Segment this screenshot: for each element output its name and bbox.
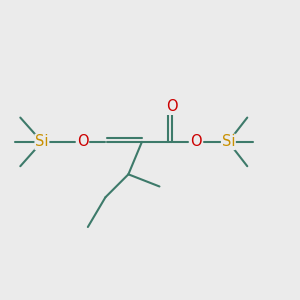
- Text: O: O: [166, 99, 177, 114]
- Text: O: O: [190, 134, 202, 149]
- Text: Si: Si: [222, 134, 235, 149]
- Text: O: O: [76, 134, 88, 149]
- Text: Si: Si: [35, 134, 49, 149]
